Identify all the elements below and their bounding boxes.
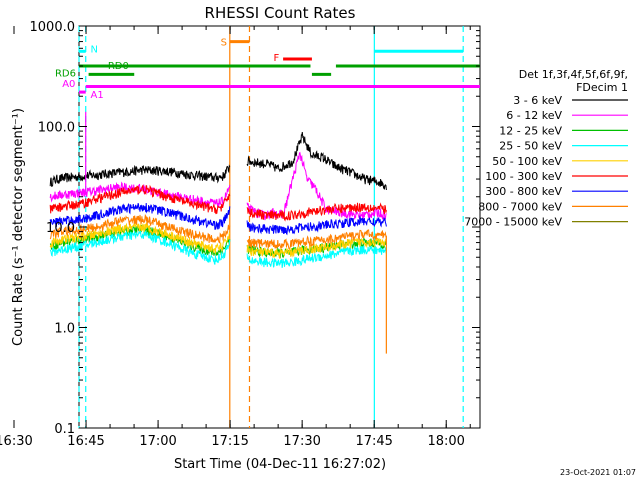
legend: Det 1f,3f,4f,5f,6f,9f, FDecim 1 3 - 6 ke…: [464, 68, 628, 229]
x-tick-label: 17:15: [211, 434, 248, 449]
x-tick-label: 16:45: [67, 434, 104, 449]
legend-header-line-1: Det 1f,3f,4f,5f,6f,9f,: [519, 68, 628, 81]
x-axis-label: Start Time (04-Dec-11 16:27:02): [174, 457, 386, 472]
flag-label-n: N: [91, 44, 98, 55]
series-line-6: [49, 202, 387, 236]
x-axis: 16:30 16:45 17:00 17:15 17:30 17:45 18:00: [0, 26, 471, 449]
series-line-7: [49, 213, 387, 249]
legend-entry-label: 12 - 25 keV: [499, 124, 562, 137]
series-lines: [49, 111, 387, 354]
flag-label-rd0: RD0: [108, 61, 129, 72]
y-tick-label: 1000.0: [30, 20, 76, 35]
y-tick-label: 100.0: [38, 121, 75, 136]
legend-header-line-2: FDecim 1: [576, 81, 628, 94]
legend-entry-label: 100 - 300 keV: [485, 170, 562, 183]
legend-entry-label: 25 - 50 keV: [499, 140, 562, 153]
flag-label-a1: A1: [91, 90, 104, 101]
x-tick-label: 17:00: [139, 434, 176, 449]
x-tick-label: 18:00: [427, 434, 464, 449]
x-tick-label: 16:30: [0, 434, 33, 449]
flag-label-s: S: [221, 38, 227, 49]
series-line-4: [49, 221, 387, 260]
y-axis-label: Count Rate (s⁻¹ detector segment⁻¹): [11, 108, 26, 346]
legend-entry-label: 50 - 100 keV: [492, 155, 562, 168]
x-tick-label: 17:30: [283, 434, 320, 449]
series-line-3: [49, 230, 387, 268]
y-axis: 0.1 1.0 10.0 100.0 1000.0: [30, 20, 480, 437]
footer-timestamp: 23-Oct-2021 01:07: [560, 468, 636, 477]
y-tick-label: 10.0: [46, 221, 75, 236]
flag-label-f: F: [273, 53, 279, 64]
series-line-5: [49, 184, 387, 222]
flag-label-a0: A0: [62, 79, 75, 90]
y-tick-label: 1.0: [54, 322, 75, 337]
x-tick-label: 17:45: [355, 434, 392, 449]
legend-entry-label: 6 - 12 keV: [506, 109, 562, 122]
legend-entry-label: 300 - 800 keV: [485, 185, 562, 198]
y-tick-label: 0.1: [54, 422, 75, 437]
legend-entry-label: 3 - 6 keV: [513, 94, 562, 107]
legend-entry-label: 800 - 7000 keV: [478, 200, 562, 213]
series-line-0: [49, 132, 387, 191]
legend-entry-label: 7000 - 15000 keV: [464, 216, 562, 229]
chart-title: RHESSI Count Rates: [205, 4, 356, 22]
flag-label-rd6: RD6: [55, 68, 76, 79]
